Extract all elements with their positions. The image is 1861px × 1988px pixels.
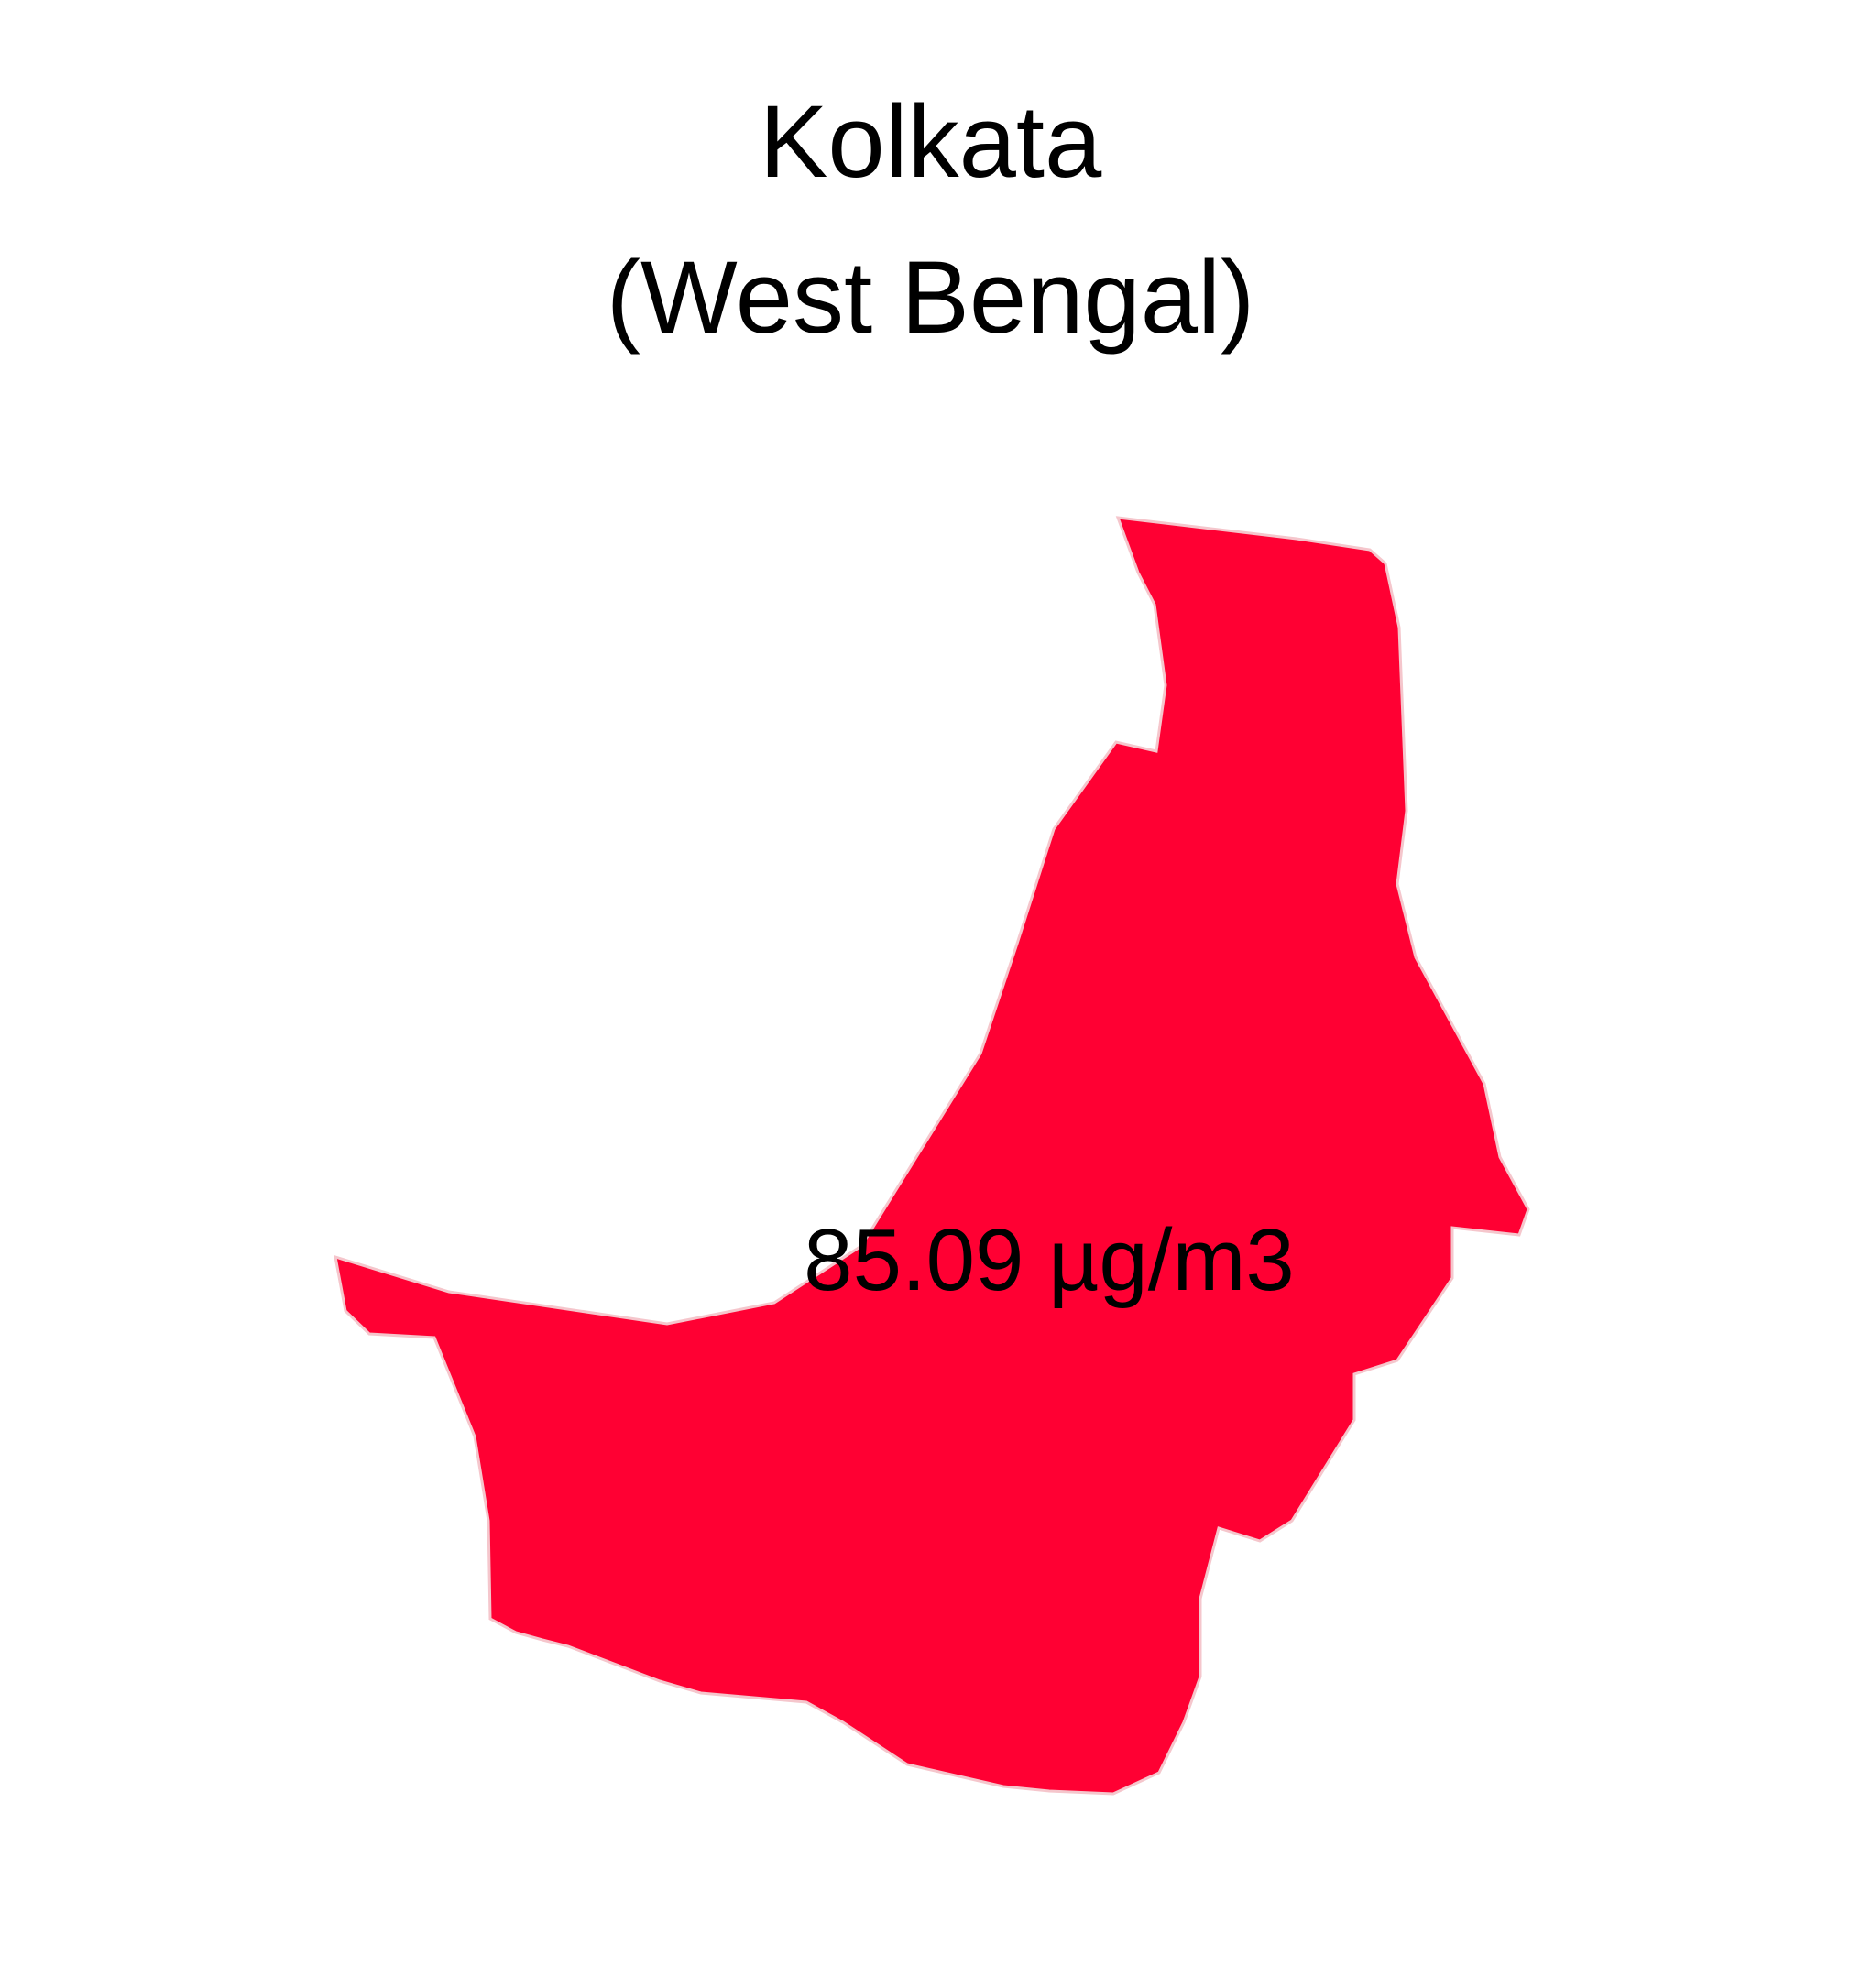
title-city: Kolkata <box>759 84 1102 199</box>
region-value-label: 85.09 µg/m3 <box>804 1211 1295 1309</box>
kolkata-region-shape <box>334 516 1530 1796</box>
title-state: (West Bengal) <box>606 240 1255 355</box>
map-title: Kolkata (West Bengal) <box>0 64 1861 376</box>
